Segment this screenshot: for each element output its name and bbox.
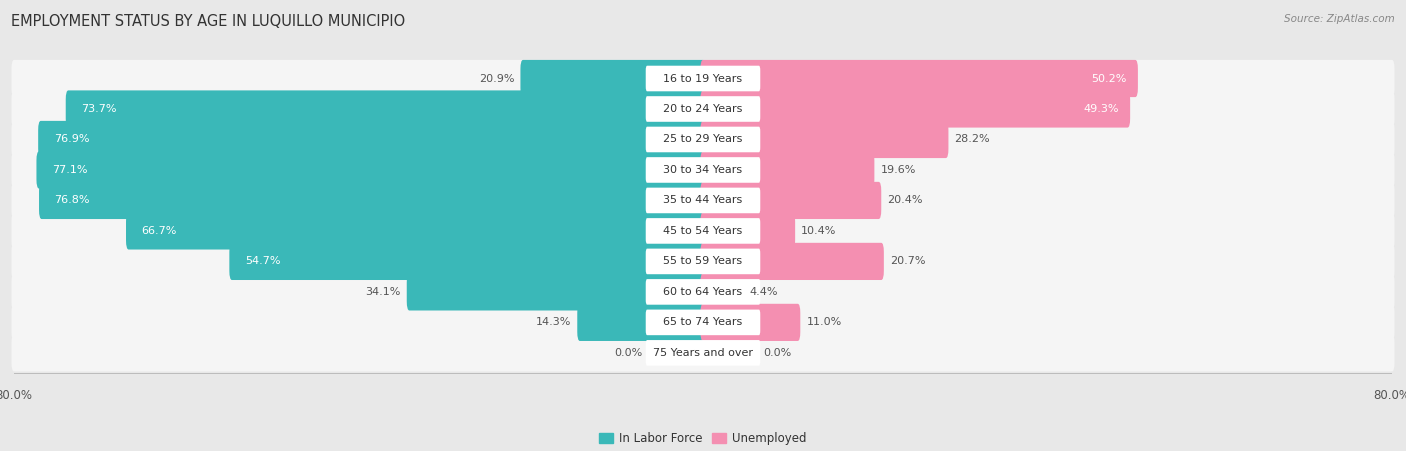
Text: 10.4%: 10.4%: [801, 226, 837, 236]
FancyBboxPatch shape: [38, 121, 706, 158]
FancyBboxPatch shape: [11, 243, 1395, 280]
FancyBboxPatch shape: [700, 90, 1130, 128]
FancyBboxPatch shape: [645, 309, 761, 335]
FancyBboxPatch shape: [11, 121, 1395, 158]
FancyBboxPatch shape: [645, 157, 761, 183]
Text: 20.7%: 20.7%: [890, 257, 925, 267]
FancyBboxPatch shape: [700, 273, 744, 310]
Text: 35 to 44 Years: 35 to 44 Years: [664, 195, 742, 206]
Text: 19.6%: 19.6%: [880, 165, 915, 175]
Text: 60 to 64 Years: 60 to 64 Years: [664, 287, 742, 297]
Text: 16 to 19 Years: 16 to 19 Years: [664, 74, 742, 83]
Text: 73.7%: 73.7%: [82, 104, 117, 114]
FancyBboxPatch shape: [11, 273, 1395, 310]
FancyBboxPatch shape: [39, 182, 706, 219]
FancyBboxPatch shape: [520, 60, 706, 97]
FancyBboxPatch shape: [645, 249, 761, 274]
FancyBboxPatch shape: [11, 212, 1395, 249]
Text: 20.9%: 20.9%: [479, 74, 515, 83]
Text: 0.0%: 0.0%: [763, 348, 792, 358]
Text: 0.0%: 0.0%: [614, 348, 643, 358]
FancyBboxPatch shape: [700, 212, 796, 249]
Text: EMPLOYMENT STATUS BY AGE IN LUQUILLO MUNICIPIO: EMPLOYMENT STATUS BY AGE IN LUQUILLO MUN…: [11, 14, 405, 28]
FancyBboxPatch shape: [645, 188, 761, 213]
Legend: In Labor Force, Unemployed: In Labor Force, Unemployed: [595, 428, 811, 450]
FancyBboxPatch shape: [66, 90, 706, 128]
FancyBboxPatch shape: [37, 152, 706, 189]
FancyBboxPatch shape: [700, 304, 800, 341]
Text: 49.3%: 49.3%: [1084, 104, 1119, 114]
FancyBboxPatch shape: [645, 218, 761, 244]
FancyBboxPatch shape: [645, 66, 761, 91]
FancyBboxPatch shape: [11, 304, 1395, 341]
FancyBboxPatch shape: [11, 182, 1395, 219]
FancyBboxPatch shape: [700, 152, 875, 189]
FancyBboxPatch shape: [11, 90, 1395, 128]
Text: 76.8%: 76.8%: [55, 195, 90, 206]
Text: 20.4%: 20.4%: [887, 195, 922, 206]
Text: 11.0%: 11.0%: [807, 318, 842, 327]
FancyBboxPatch shape: [700, 121, 949, 158]
Text: 77.1%: 77.1%: [52, 165, 87, 175]
Text: 54.7%: 54.7%: [245, 257, 280, 267]
Text: 20 to 24 Years: 20 to 24 Years: [664, 104, 742, 114]
FancyBboxPatch shape: [700, 243, 884, 280]
FancyBboxPatch shape: [700, 182, 882, 219]
Text: 75 Years and over: 75 Years and over: [652, 348, 754, 358]
Text: 65 to 74 Years: 65 to 74 Years: [664, 318, 742, 327]
FancyBboxPatch shape: [645, 96, 761, 122]
Text: 30 to 34 Years: 30 to 34 Years: [664, 165, 742, 175]
FancyBboxPatch shape: [700, 60, 1137, 97]
Text: 25 to 29 Years: 25 to 29 Years: [664, 134, 742, 144]
FancyBboxPatch shape: [127, 212, 706, 249]
Text: 45 to 54 Years: 45 to 54 Years: [664, 226, 742, 236]
FancyBboxPatch shape: [645, 127, 761, 152]
FancyBboxPatch shape: [645, 340, 761, 366]
Text: 66.7%: 66.7%: [142, 226, 177, 236]
FancyBboxPatch shape: [11, 60, 1395, 97]
FancyBboxPatch shape: [11, 334, 1395, 372]
FancyBboxPatch shape: [406, 273, 706, 310]
Text: 14.3%: 14.3%: [536, 318, 571, 327]
Text: 55 to 59 Years: 55 to 59 Years: [664, 257, 742, 267]
Text: 50.2%: 50.2%: [1091, 74, 1126, 83]
FancyBboxPatch shape: [11, 152, 1395, 189]
Text: 28.2%: 28.2%: [955, 134, 990, 144]
FancyBboxPatch shape: [229, 243, 706, 280]
Text: 34.1%: 34.1%: [366, 287, 401, 297]
Text: Source: ZipAtlas.com: Source: ZipAtlas.com: [1284, 14, 1395, 23]
FancyBboxPatch shape: [645, 279, 761, 305]
Text: 76.9%: 76.9%: [53, 134, 89, 144]
FancyBboxPatch shape: [578, 304, 706, 341]
Text: 4.4%: 4.4%: [749, 287, 778, 297]
